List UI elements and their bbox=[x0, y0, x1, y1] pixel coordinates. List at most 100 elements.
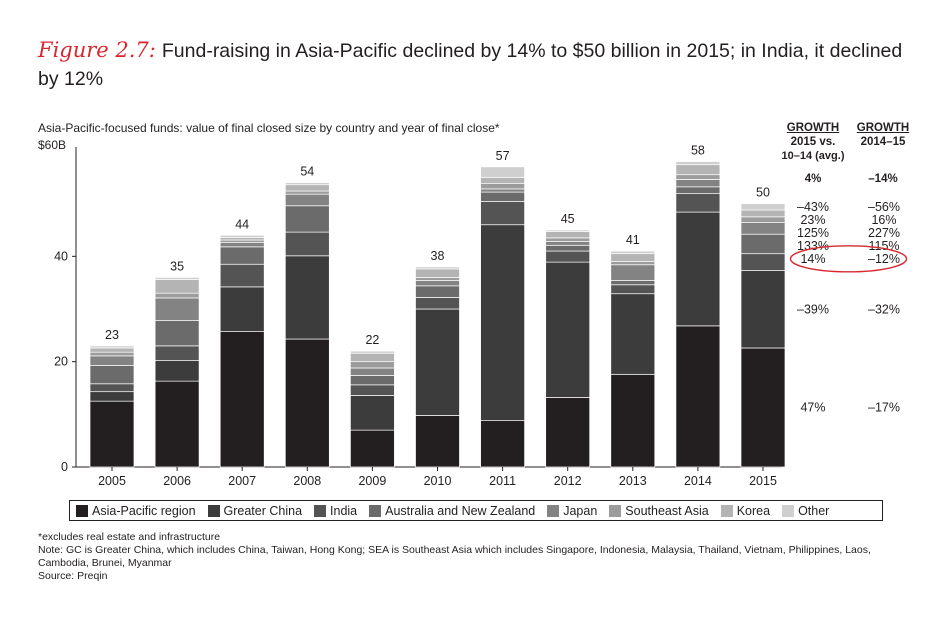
legend-swatch bbox=[547, 504, 560, 517]
footnote-note: Note: GC is Greater China, which include… bbox=[38, 544, 871, 569]
growth-col2-header: GROWTH 2014–15 bbox=[852, 121, 914, 149]
growth-col1-value: 133% bbox=[797, 239, 829, 253]
bar-segment bbox=[480, 201, 525, 226]
growth-col1-value: –43% bbox=[797, 200, 829, 214]
bar-segment bbox=[89, 383, 135, 393]
x-tick-label: 2010 bbox=[424, 474, 452, 488]
bar-segment bbox=[675, 193, 721, 213]
bar-segment bbox=[219, 331, 265, 468]
growth-col1-title: GROWTH bbox=[786, 122, 840, 134]
bar-segment bbox=[284, 184, 330, 192]
bar-segment bbox=[545, 250, 591, 263]
bar-segment bbox=[480, 176, 525, 185]
legend-label: Asia-Pacific region bbox=[92, 503, 196, 518]
legend-swatch bbox=[720, 504, 733, 517]
x-tick-label: 2012 bbox=[554, 474, 582, 488]
figure-title-text: Fund-raising in Asia-Pacific declined by… bbox=[38, 40, 903, 90]
bar-segment bbox=[675, 211, 721, 327]
chart-legend: Asia-Pacific region Greater China India Aus… bbox=[69, 500, 883, 521]
bar-segment bbox=[154, 360, 200, 382]
bar-segment bbox=[89, 391, 135, 402]
bar-segment bbox=[480, 420, 525, 468]
bar-segment bbox=[740, 216, 786, 223]
legend-label: India bbox=[330, 503, 358, 518]
growth-col2-value: –56% bbox=[868, 200, 900, 214]
bar-segment bbox=[219, 234, 265, 238]
x-tick-label: 2008 bbox=[293, 474, 321, 488]
bar-segment bbox=[415, 266, 460, 270]
legend-item: Australia and New Zealand bbox=[369, 504, 535, 518]
legend-label: Greater China bbox=[223, 503, 303, 518]
bar-segment bbox=[219, 286, 265, 332]
bar-segment bbox=[350, 361, 395, 369]
bar-segment bbox=[350, 375, 395, 386]
legend-swatch bbox=[76, 504, 88, 517]
growth-col2-title: GROWTH bbox=[856, 122, 910, 134]
growth-col2-total: –14% bbox=[868, 173, 898, 185]
bar-segment bbox=[545, 397, 591, 468]
growth-col1-period: 2015 vs. bbox=[790, 136, 836, 148]
bar-segment bbox=[675, 179, 721, 188]
legend-item: Greater China bbox=[207, 503, 303, 518]
x-tick-label: 2014 bbox=[684, 474, 712, 488]
bar-segment bbox=[154, 380, 200, 468]
bar-segment bbox=[480, 188, 525, 193]
bar-segment bbox=[89, 345, 135, 349]
bar-segment bbox=[610, 293, 656, 375]
legend-swatch bbox=[609, 504, 622, 517]
growth-col2-value: –12% bbox=[868, 252, 900, 266]
growth-col1-value: 14% bbox=[800, 252, 825, 266]
x-tick-label: 2011 bbox=[489, 474, 516, 488]
legend-item: Korea bbox=[720, 504, 770, 518]
bar-total-label: 23 bbox=[105, 328, 119, 342]
legend-swatch bbox=[369, 504, 382, 517]
bar-segment bbox=[675, 174, 721, 180]
bar-total-label: 35 bbox=[170, 259, 184, 273]
bar-segment bbox=[154, 292, 200, 299]
growth-col2-value: 115% bbox=[868, 239, 899, 253]
legend-swatch bbox=[782, 504, 795, 517]
figure-title: Figure 2.7: Fund-raising in Asia-Pacific … bbox=[38, 36, 918, 93]
legend-item: India bbox=[314, 504, 357, 518]
bar-segment bbox=[675, 325, 721, 468]
growth-col2-value: –17% bbox=[868, 400, 900, 414]
bar-segment bbox=[284, 255, 330, 340]
bar-segment bbox=[740, 347, 786, 468]
bar-segment bbox=[545, 241, 591, 246]
bar-segment bbox=[350, 352, 395, 363]
bar-segment bbox=[610, 373, 656, 468]
bar-segment bbox=[740, 209, 786, 218]
y-tick-label: 40 bbox=[54, 249, 68, 263]
bar-segment bbox=[740, 270, 786, 349]
bar-segment bbox=[219, 237, 265, 241]
legend-label: Southeast Asia bbox=[625, 503, 709, 518]
footnote-source: Source: Preqin bbox=[38, 570, 108, 582]
bar-segment bbox=[350, 429, 395, 468]
bar-segment bbox=[545, 261, 591, 398]
growth-col2-period: 2014–15 bbox=[860, 136, 906, 148]
x-tick-label: 2009 bbox=[358, 474, 386, 488]
bar-segment bbox=[219, 246, 265, 265]
legend-item: Asia-Pacific region bbox=[76, 504, 196, 518]
x-tick-label: 2006 bbox=[163, 474, 191, 488]
bar-segment bbox=[89, 365, 135, 385]
bar-segment bbox=[154, 320, 200, 347]
bar-segment bbox=[89, 355, 135, 366]
bar-segment bbox=[610, 261, 656, 266]
bar-segment bbox=[740, 253, 786, 271]
legend-swatch bbox=[207, 504, 220, 517]
bar-segment bbox=[610, 284, 656, 295]
bar-segment bbox=[89, 347, 135, 353]
bar-segment bbox=[350, 350, 395, 354]
y-axis-unit-label: $60B bbox=[38, 138, 67, 152]
bar-segment bbox=[350, 384, 395, 396]
bar-segment bbox=[740, 203, 786, 211]
bar-segment bbox=[480, 224, 525, 422]
bar-segment bbox=[154, 279, 200, 294]
bar-total-label: 45 bbox=[561, 212, 575, 226]
growth-col2-value: 16% bbox=[871, 213, 896, 227]
bar-segment bbox=[545, 244, 591, 252]
y-tick-label: 20 bbox=[54, 355, 68, 369]
legend-item: Other bbox=[782, 504, 829, 518]
bar-total-label: 58 bbox=[691, 144, 705, 158]
